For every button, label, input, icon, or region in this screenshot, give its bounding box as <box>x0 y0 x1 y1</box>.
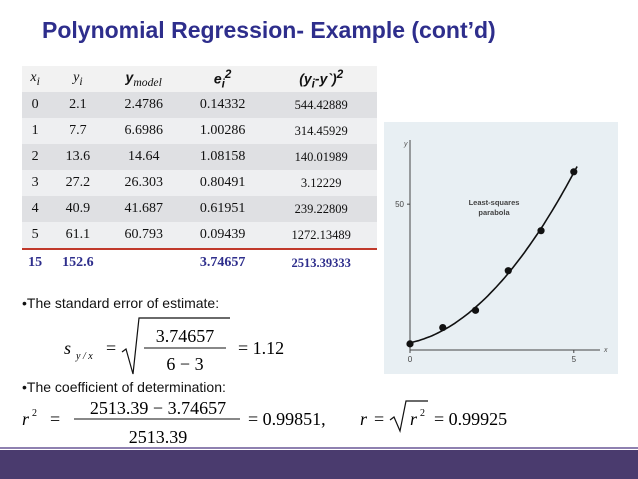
table-cell-e2: 1.00286 <box>179 118 266 144</box>
table-header-row: xi yi ymodel ei2 (yi-y`)2 <box>22 66 377 92</box>
y-tick-label: 50 <box>395 200 404 209</box>
table-cell-ymodel: 14.64 <box>107 144 180 170</box>
table-row: 4 40.9 41.687 0.61951 239.22809 <box>22 196 377 222</box>
table-cell-yy: 239.22809 <box>265 196 377 222</box>
total-cell-yy: 2513.39333 <box>265 248 377 276</box>
total-cell-ymodel <box>107 248 180 276</box>
table-total-row: 15 152.6 3.74657 2513.39333 <box>22 248 377 276</box>
table-row: 2 13.6 14.64 1.08158 140.01989 <box>22 144 377 170</box>
sqrt-sign-2 <box>389 400 428 434</box>
formula2-sq-inner: 2 <box>420 408 425 419</box>
table-cell-yy: 314.45929 <box>265 118 377 144</box>
formula2-equals: = <box>50 409 60 429</box>
data-point <box>537 227 545 235</box>
data-point <box>471 306 480 314</box>
table-cell-e2: 0.80491 <box>179 170 266 196</box>
formula2-r-lhs: r <box>360 409 368 429</box>
table-cell-x: 4 <box>22 196 49 222</box>
table-cell-e2: 0.14332 <box>179 92 266 118</box>
table-cell-y: 13.6 <box>48 144 108 170</box>
table-cell-x: 1 <box>22 118 49 144</box>
header-ymodel: ymodel <box>107 66 180 92</box>
formula2-equals-2: = <box>374 409 384 429</box>
table-cell-y: 61.1 <box>48 222 108 249</box>
table-cell-x: 0 <box>22 92 49 118</box>
formula1-result: = 1.12 <box>238 338 284 358</box>
chart-svg: x y 0 5 50 Least-squares parabola <box>395 140 608 364</box>
annotation-line-1: Least-squares <box>469 198 520 207</box>
header-e2: ei2 <box>179 66 266 92</box>
data-point <box>439 323 447 332</box>
formula2-r: r <box>22 409 30 429</box>
total-cell-y: 152.6 <box>48 248 108 276</box>
data-point <box>406 340 414 348</box>
table-row: 5 61.1 60.793 0.09439 1272.13489 <box>22 222 377 249</box>
total-cell-e2: 3.74657 <box>179 248 266 276</box>
table-cell-y: 27.2 <box>48 170 108 196</box>
table-cell-ymodel: 2.4786 <box>107 92 180 118</box>
formula2-denominator: 2513.39 <box>129 427 188 447</box>
table-cell-yy: 544.42889 <box>265 92 377 118</box>
formula1-lhs: s <box>64 338 71 358</box>
table-row: 1 7.7 6.6986 1.00286 314.45929 <box>22 118 377 144</box>
formula2-result2: = 0.99925 <box>434 409 507 429</box>
table-cell-x: 2 <box>22 144 49 170</box>
table-cell-ymodel: 60.793 <box>107 222 180 249</box>
header-deviation: (yi-y`)2 <box>265 66 377 92</box>
table-row: 0 2.1 2.4786 0.14332 544.42889 <box>22 92 377 118</box>
table-cell-ymodel: 26.303 <box>107 170 180 196</box>
table-cell-e2: 1.08158 <box>179 144 266 170</box>
x-tick-label: 0 <box>408 355 413 364</box>
header-y: yi <box>48 66 108 92</box>
annotation-line-2: parabola <box>478 208 510 217</box>
table-cell-y: 40.9 <box>48 196 108 222</box>
table-cell-y: 7.7 <box>48 118 108 144</box>
x-axis-label: x <box>603 347 608 354</box>
bullet-coefficient-determination: •The coefficient of determination: <box>22 379 226 395</box>
table-cell-yy: 140.01989 <box>265 144 377 170</box>
table-cell-y: 2.1 <box>48 92 108 118</box>
formula1-equals: = <box>106 338 116 358</box>
points-layer <box>406 168 578 348</box>
data-point <box>570 168 578 176</box>
data-table: xi yi ymodel ei2 (yi-y`)2 0 2.1 2.4786 0.14… <box>22 66 377 276</box>
footer-divider <box>0 447 638 449</box>
table-cell-e2: 0.09439 <box>179 222 266 249</box>
standard-error-formula: s y / x = 3.74657 6 − 3 = 1.12 <box>64 317 284 375</box>
formula2-result1: = 0.99851, <box>248 409 326 429</box>
formula1-denominator: 6 − 3 <box>166 354 203 374</box>
table-cell-x: 3 <box>22 170 49 196</box>
formula2-r-inner: r <box>410 409 418 429</box>
total-cell-x: 15 <box>22 248 49 276</box>
sqrt-sign <box>121 317 230 375</box>
slide-title: Polynomial Regression- Example (cont’d) <box>42 17 496 43</box>
fit-curve <box>409 166 578 344</box>
bullet-standard-error: •The standard error of estimate: <box>22 295 220 311</box>
table-cell-ymodel: 41.687 <box>107 196 180 222</box>
header-x: xi <box>22 66 49 92</box>
x-tick-label: 5 <box>572 355 577 364</box>
table-cell-x: 5 <box>22 222 49 249</box>
footer-bar <box>0 450 638 479</box>
formula2-sq: 2 <box>32 408 37 419</box>
y-axis-label: y <box>403 141 408 148</box>
table-body: 0 2.1 2.4786 0.14332 544.42889 1 7.7 6.6986 1.00… <box>22 92 377 276</box>
regression-chart: x y 0 5 50 Least-squares parabola <box>384 122 618 374</box>
data-point <box>504 267 512 275</box>
formula1-lhs-sub: y / x <box>75 351 93 362</box>
formula2-numerator: 2513.39 − 3.74657 <box>90 398 226 418</box>
table-cell-yy: 1272.13489 <box>265 222 377 249</box>
table-cell-ymodel: 6.6986 <box>107 118 180 144</box>
table-cell-yy: 3.12229 <box>265 170 377 196</box>
ticks-layer: 0 5 50 <box>395 200 576 364</box>
formula1-numerator: 3.74657 <box>156 326 215 346</box>
table-row: 3 27.2 26.303 0.80491 3.12229 <box>22 170 377 196</box>
table-cell-e2: 0.61951 <box>179 196 266 222</box>
coefficient-formula: r 2 = 2513.39 − 3.74657 2513.39 = 0.9985… <box>22 398 507 447</box>
